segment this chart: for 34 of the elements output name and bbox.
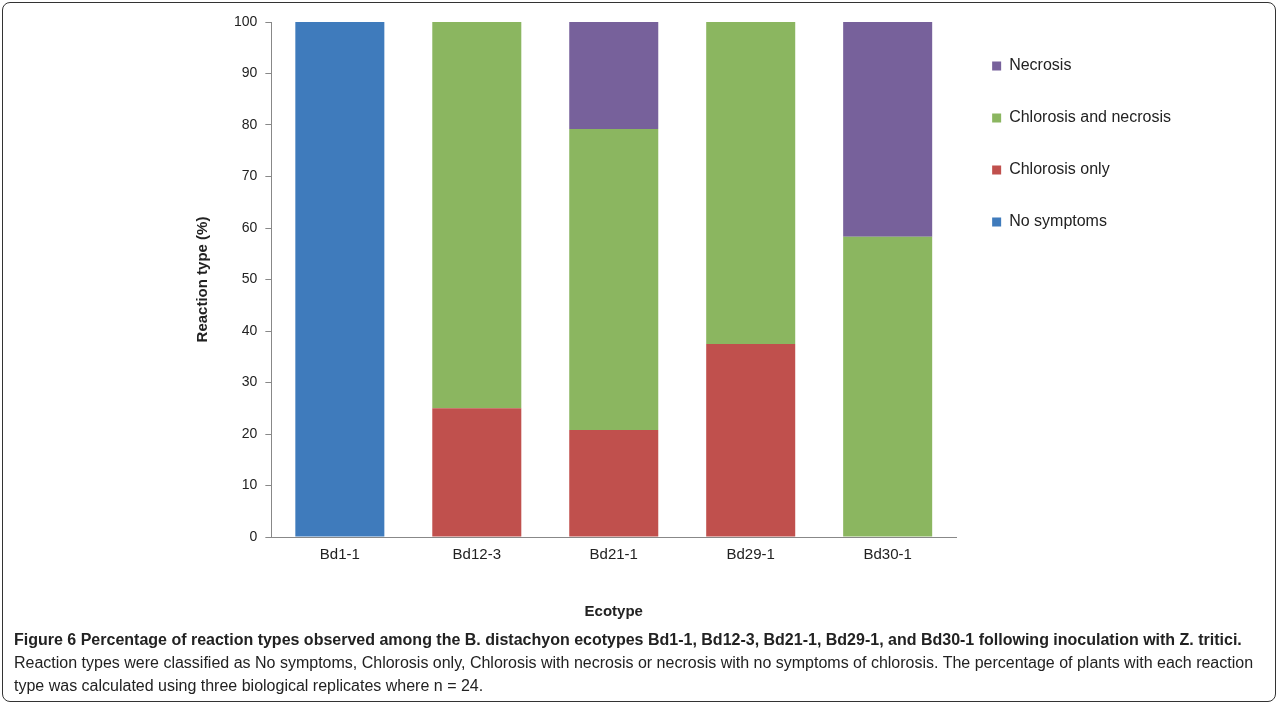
y-tick-label: 50 xyxy=(241,270,258,287)
legend-label: Chlorosis only xyxy=(1009,160,1110,178)
bar xyxy=(843,236,933,537)
text: Reaction types were classified as No symptoms, Chlorosis only, Chlorosis with necrosis or necrosis with no symptoms of chlorosis. The percentage of plants with each reaction type was calculated using three biological replicates where n = 24. xyxy=(14,654,1254,694)
y-tick-label: 0 xyxy=(249,527,258,544)
bar xyxy=(706,22,796,344)
y-axis-title: Reaction type (%) xyxy=(193,216,211,343)
x-tick-label: Bd12-3 xyxy=(452,545,501,563)
y-tick-label: 10 xyxy=(241,476,258,493)
x-axis-title: Ecotype xyxy=(584,602,643,620)
x-tick-label: Bd21-1 xyxy=(589,545,638,563)
bar xyxy=(706,343,796,537)
y-tick-label: 60 xyxy=(241,218,258,235)
bar xyxy=(843,22,933,237)
bar xyxy=(432,408,522,537)
y-tick-label: 80 xyxy=(241,115,258,132)
y-tick-label: 20 xyxy=(241,424,258,441)
legend-label: Necrosis xyxy=(1009,56,1072,74)
y-tick-label: 70 xyxy=(241,167,258,184)
y-tick-label: 100 xyxy=(234,12,258,29)
y-tick-label: 30 xyxy=(241,373,258,390)
y-tick-label: 90 xyxy=(241,64,258,81)
bar xyxy=(432,22,522,409)
y-tick-label: 40 xyxy=(241,321,258,338)
text: Figure 6 Percentage of reaction types observed among the B. distachyon ecotypes Bd1-1, Bd12-3, Bd21-1, Bd29-1, and Bd30-1 following inoculation with Z. tritici. xyxy=(14,631,1242,648)
bar xyxy=(295,22,385,537)
bar xyxy=(569,129,659,430)
legend-label: Chlorosis and necrosis xyxy=(1009,108,1172,126)
bar xyxy=(569,22,659,130)
legend-label: No symptoms xyxy=(1009,212,1107,230)
x-tick-label: Bd1-1 xyxy=(319,545,360,563)
x-tick-label: Bd29-1 xyxy=(726,545,775,563)
bar xyxy=(569,429,659,537)
x-tick-label: Bd30-1 xyxy=(863,545,912,563)
